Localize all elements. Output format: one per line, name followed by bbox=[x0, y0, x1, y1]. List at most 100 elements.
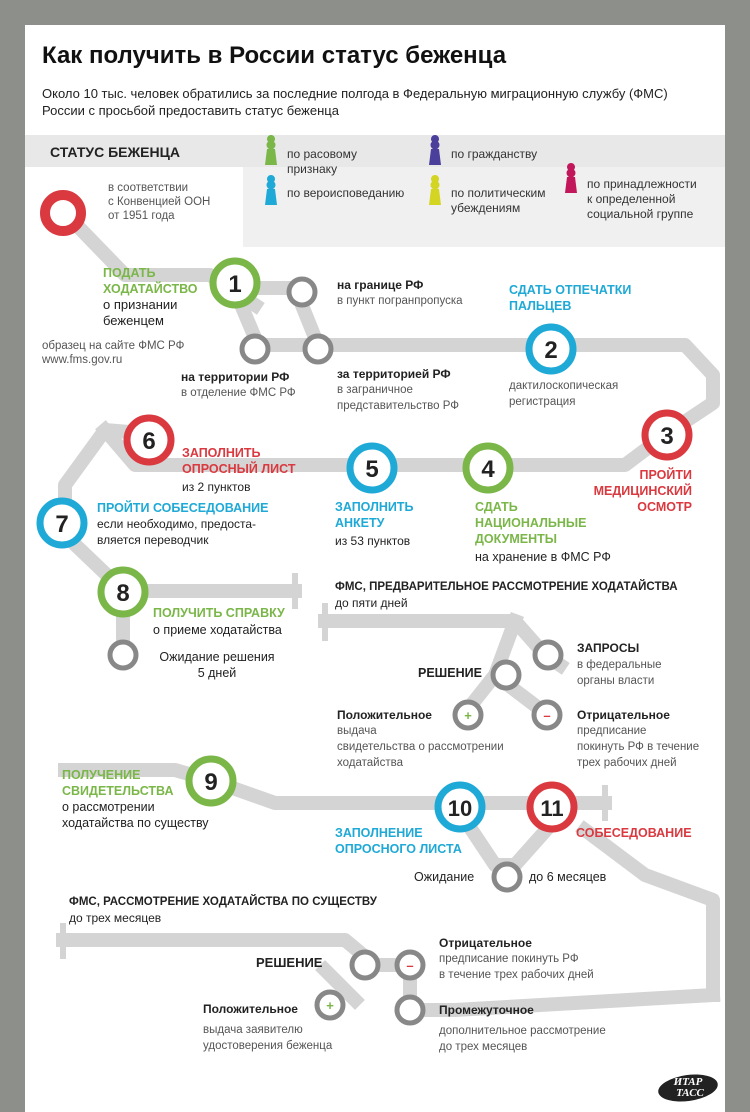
wait-1-text: Ожидание решения 5 дней bbox=[159, 650, 275, 680]
legend-body bbox=[243, 167, 725, 247]
step-7-title: ПРОЙТИ СОБЕСЕДОВАНИЕ bbox=[97, 501, 269, 515]
stop-inside bbox=[239, 333, 271, 365]
final-positive-title: Положительное bbox=[203, 1002, 298, 1016]
step-1-title: ПОДАТЬ ХОДАТАЙСТВО bbox=[103, 266, 198, 296]
final-negative-title: Отрицательное bbox=[439, 936, 532, 950]
pawn-race-icon bbox=[265, 135, 277, 165]
border-title: на границе РФ bbox=[337, 278, 424, 292]
station-4 bbox=[462, 442, 514, 494]
station-8-number: 8 bbox=[116, 580, 129, 607]
station-4-number: 4 bbox=[481, 456, 495, 483]
station-7-number: 7 bbox=[55, 511, 68, 538]
numbered-stations bbox=[36, 257, 693, 833]
step-10-title: ЗАПОЛНЕНИЕ ОПРОСНОГО ЛИСТА bbox=[335, 826, 462, 856]
pawn-citizenship-icon bbox=[429, 135, 441, 165]
stop-decision-2 bbox=[349, 949, 381, 981]
stop-positive-2 bbox=[314, 989, 346, 1021]
prelim-positive-title: Положительное bbox=[337, 708, 432, 722]
small-stops bbox=[107, 276, 564, 1026]
step-8-title: ПОЛУЧИТЬ СПРАВКУ bbox=[153, 606, 285, 620]
wait-2-text: до 6 месяцев bbox=[529, 870, 607, 884]
stop-requests bbox=[532, 639, 564, 671]
convention-note: в соответствии с Конвенцией ООН от 1951 … bbox=[108, 182, 211, 222]
legend-header-band bbox=[25, 135, 725, 167]
prelim-negative-text: предписание покинуть РФ в течение трех р… bbox=[577, 725, 700, 769]
inside-title: на территории РФ bbox=[181, 370, 290, 384]
stop-negative-2 bbox=[394, 949, 426, 981]
stop-wait-2 bbox=[491, 861, 523, 893]
station-numbers: 1 2 3 4 5 6 7 8 9 10 11 bbox=[55, 271, 673, 821]
track-right-down bbox=[575, 820, 720, 1002]
prelim-negative-title: Отрицательное bbox=[577, 708, 670, 722]
logo-line-1: ИТАР bbox=[673, 1076, 703, 1088]
station-2-number: 2 bbox=[544, 337, 557, 364]
station-3 bbox=[641, 409, 693, 461]
step-6-text: из 2 пунктов bbox=[182, 480, 251, 494]
minus-sign-2: – bbox=[406, 958, 413, 973]
legend-item-social-group: по принадлежности к определенной социаль… bbox=[587, 177, 697, 221]
itar-tass-logo: ИТАР ТАСС bbox=[658, 1074, 718, 1102]
inside-text: в отделение ФМС РФ bbox=[181, 387, 296, 399]
step-7-text: если необходимо, предоста- вляется перев… bbox=[97, 517, 257, 547]
border-text: в пункт погранпропуска bbox=[337, 295, 463, 307]
track-positive bbox=[315, 960, 365, 1010]
pawn-religion-head-icon bbox=[266, 180, 276, 190]
stop-positive-1 bbox=[452, 699, 484, 731]
prelim-decision: РЕШЕНИЕ bbox=[418, 666, 482, 680]
pawn-politics-icon bbox=[429, 174, 441, 205]
step-2-title: СДАТЬ ОТПЕЧАТКИ ПАЛЬЦЕВ bbox=[509, 283, 632, 313]
stop-negative-1 bbox=[531, 699, 563, 731]
plus-sign-2: + bbox=[326, 998, 334, 1013]
station-2 bbox=[525, 323, 577, 375]
final-intermediate-text: дополнительное рассмотрение до трех меся… bbox=[439, 1025, 606, 1053]
step-5-text: из 53 пунктов bbox=[335, 534, 411, 548]
step-9-text: о рассмотрении ходатайства по существу bbox=[62, 800, 209, 830]
pawn-citizenship-head-icon bbox=[430, 140, 440, 150]
final-intermediate-title: Промежуточное bbox=[439, 1003, 534, 1017]
wait-2-label: Ожидание bbox=[414, 870, 475, 884]
prelim-positive-text: выдача свидетельства о рассмотрении хода… bbox=[337, 725, 504, 769]
infographic-card: + – – + 1 2 3 4 5 6 7 8 9 bbox=[25, 25, 725, 1112]
final-decision: РЕШЕНИЕ bbox=[256, 955, 323, 970]
legend-item-politics: по политическим убеждениям bbox=[451, 186, 546, 215]
minus-sign-1: – bbox=[543, 708, 550, 723]
station-5-number: 5 bbox=[365, 456, 378, 483]
legend-pawns bbox=[265, 135, 577, 205]
pawn-social-group-head-icon bbox=[566, 168, 576, 178]
station-1 bbox=[209, 257, 261, 309]
pawn-race-head-icon bbox=[266, 140, 276, 150]
stop-wait-1 bbox=[107, 639, 139, 671]
step-8-text: о приеме ходатайства bbox=[153, 623, 282, 637]
end-bars bbox=[60, 573, 608, 959]
requests-text: в федеральные органы власти bbox=[577, 659, 662, 687]
route-map: + – – + 1 2 3 4 5 6 7 8 9 bbox=[25, 135, 725, 1102]
station-9-number: 9 bbox=[204, 769, 217, 796]
track-final bbox=[56, 933, 721, 1017]
station-10-number: 10 bbox=[448, 796, 472, 821]
station-8 bbox=[97, 566, 149, 618]
step-4-text: на хранение в ФМС РФ bbox=[475, 550, 611, 564]
station-3-number: 3 bbox=[660, 423, 673, 450]
step-4-title: СДАТЬ НАЦИОНАЛЬНЫЕ ДОКУМЕНТЫ bbox=[475, 500, 587, 546]
requests-title: ЗАПРОСЫ bbox=[577, 641, 640, 655]
pawn-social-group-icon bbox=[565, 163, 577, 193]
plus-sign-1: + bbox=[464, 708, 472, 723]
station-9 bbox=[185, 755, 237, 807]
stop-outside bbox=[302, 333, 334, 365]
stop-border bbox=[286, 276, 318, 308]
stop-decision-1 bbox=[490, 659, 522, 691]
pawn-politics-head-icon bbox=[430, 180, 440, 190]
step-5-title: ЗАПОЛНИТЬ АНКЕТУ bbox=[335, 500, 414, 530]
station-10 bbox=[434, 781, 486, 833]
station-6 bbox=[123, 414, 175, 466]
outside-title: за территорией РФ bbox=[337, 367, 451, 381]
station-11 bbox=[526, 781, 578, 833]
station-6-number: 6 bbox=[142, 428, 155, 455]
final-duration: до трех месяцев bbox=[69, 911, 162, 925]
step-1-text: о признании беженцем bbox=[103, 297, 178, 328]
legend-item-religion: по вероисповеданию bbox=[287, 186, 405, 200]
step-2-text: дактилоскопическая регистрация bbox=[509, 380, 619, 408]
final-negative-text: предписание покинуть РФ в течение трех р… bbox=[439, 953, 594, 981]
step-1-note: образец на сайте ФМС РФ www.fms.gov.ru bbox=[42, 340, 185, 366]
final-positive-text: выдача заявителю удостоверения беженца bbox=[203, 1024, 333, 1052]
